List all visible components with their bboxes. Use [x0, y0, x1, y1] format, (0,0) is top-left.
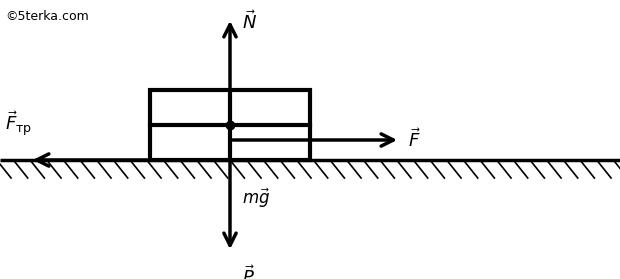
Bar [150, 90, 310, 160]
Text: $\vec{F}$: $\vec{F}$ [408, 128, 420, 151]
Text: $m\vec{g}$: $m\vec{g}$ [242, 186, 270, 210]
Text: $\vec{N}$: $\vec{N}$ [242, 10, 257, 33]
Text: $\vec{P}$: $\vec{P}$ [242, 265, 255, 279]
Text: $\vec{F}_{\rm тр}$: $\vec{F}_{\rm тр}$ [5, 110, 32, 139]
Text: ©5terka.com: ©5terka.com [5, 10, 89, 23]
